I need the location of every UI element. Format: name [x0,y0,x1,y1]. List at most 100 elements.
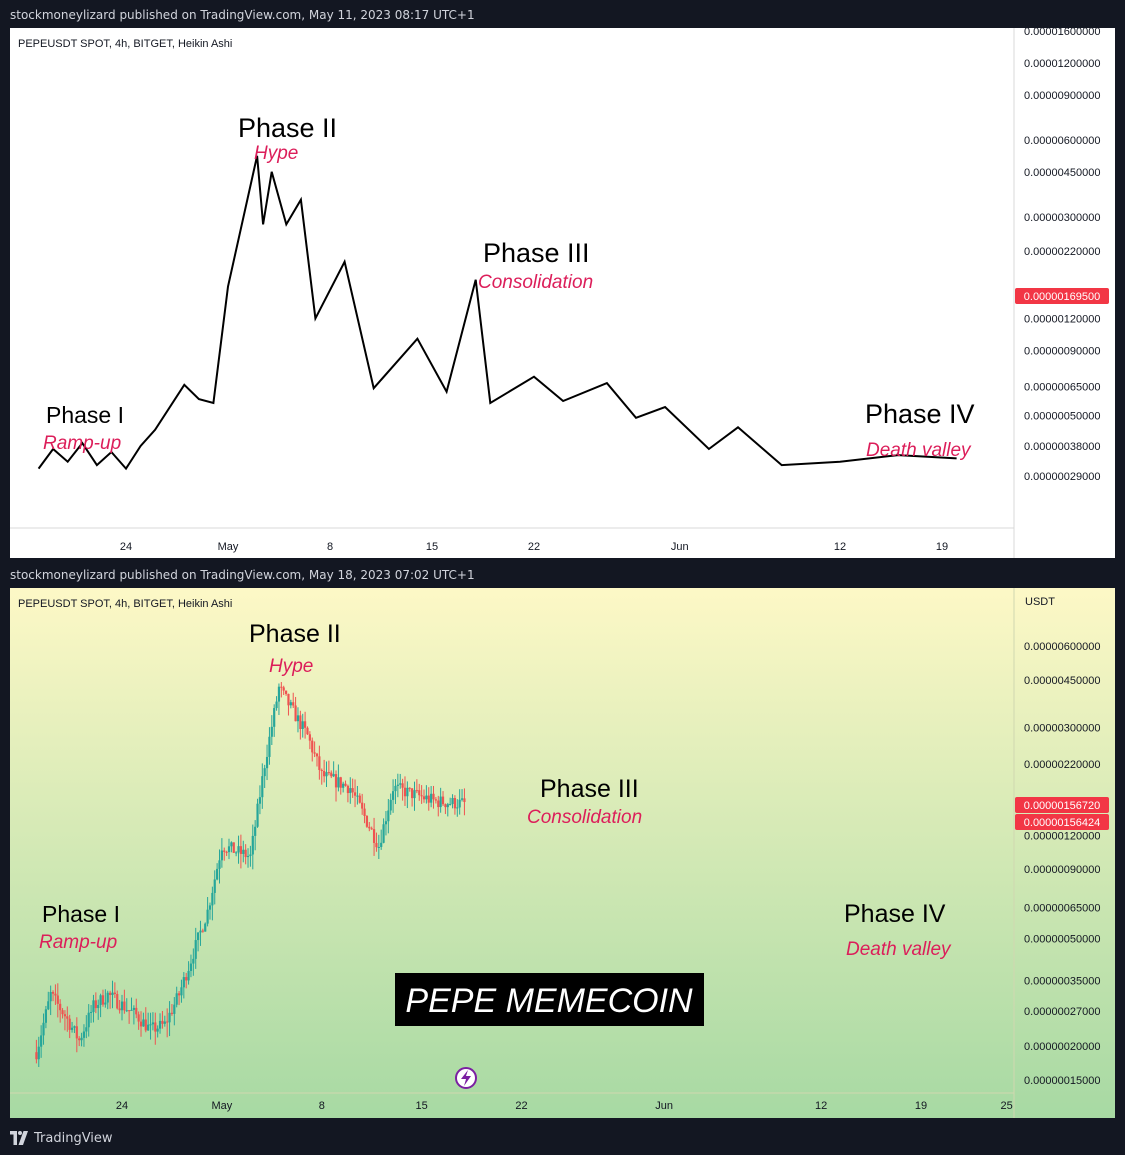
chart-panel-bottom: PEPEUSDT SPOT, 4h, BITGET, Heikin Ashi U… [10,588,1115,1118]
candle-body [196,932,200,941]
candle-body [363,808,366,816]
candle-body [372,829,376,843]
candle-body [339,777,342,788]
chart-top[interactable]: PEPEUSDT SPOT, 4h, BITGET, Heikin Ashi 0… [10,28,1115,558]
candle-body [358,795,361,803]
candle-body [213,879,216,893]
phase2-title: Phase II [249,620,341,648]
phase1-subtitle: Ramp-up [39,932,117,953]
candle-body [346,785,350,794]
candle-body [299,715,302,729]
candle-body [242,849,245,854]
candle-body [351,788,354,793]
candle-body [273,708,276,727]
candle-body [73,1026,76,1028]
plot-background [10,28,1115,558]
candle-body [277,686,281,702]
candle-body [375,842,378,848]
current-price-2: 0.00000156424 [1024,817,1100,829]
y-tick-label: 0.00000300000 [1024,723,1100,735]
phase2-subtitle: Hype [254,143,298,164]
candle-body [89,1011,93,1013]
phase4-title: Phase IV [865,399,975,429]
y-tick-label: 0.00000120000 [1024,313,1100,325]
candle-body [106,992,109,1003]
x-tick-label: 15 [426,541,438,553]
candle-body [85,1027,88,1032]
candles [35,682,466,1068]
candle-body [337,777,340,788]
chart-bottom[interactable]: PEPEUSDT SPOT, 4h, BITGET, Heikin Ashi U… [10,588,1115,1118]
y-tick-label: 0.00000600000 [1024,135,1100,147]
x-tick-label: 24 [120,541,132,553]
symbol-label: PEPEUSDT SPOT, 4h, BITGET, Heikin Ashi [18,38,232,50]
phase3-subtitle: Consolidation [478,272,593,293]
candle-body [327,772,330,774]
candle-body [439,796,442,808]
candle-body [109,992,112,996]
symbol-label: PEPEUSDT SPOT, 4h, BITGET, Heikin Ashi [18,598,232,610]
y-tick-label: 0.00000027000 [1024,1006,1100,1018]
candle-body [142,1019,145,1027]
candle-body [453,798,457,809]
candle-body [325,772,328,777]
candle-body [235,852,238,854]
candle-body [444,804,447,808]
candle-body [158,1020,162,1029]
y-tick-label: 0.00000220000 [1024,246,1100,258]
y-tick-label: 0.00000090000 [1024,864,1100,876]
candle-body [334,774,338,788]
candle-body [135,1007,138,1015]
candle-body [422,796,426,800]
candle-body [292,702,295,706]
candle-body [35,1052,38,1060]
candle-body [192,958,195,964]
candle-body [49,991,52,1002]
candle-body [37,1046,40,1060]
y-tick-label: 0.00000300000 [1024,212,1100,224]
candle-body [323,770,326,777]
candle-body [408,787,411,789]
phase3-title: Phase III [540,775,639,803]
candle-body [284,690,288,694]
y-tick-label: 0.00000900000 [1024,90,1100,102]
candle-body [70,1027,74,1030]
candle-body [87,1012,90,1028]
price-label-badge-2: 0.00000156424 [1015,814,1109,830]
candle-body [239,846,242,854]
phase4-title: Phase IV [844,900,946,928]
candle-body [99,995,102,1005]
candle-body [384,821,388,825]
phase3-subtitle: Consolidation [527,807,642,828]
candle-body [289,702,292,706]
candle-body [223,850,226,852]
candle-body [308,734,311,741]
y-tick-label: 0.00000035000 [1024,975,1100,987]
candle-body [123,1001,126,1011]
candle-body [406,787,409,797]
x-tick-label: 8 [319,1100,325,1112]
candle-body [315,753,319,757]
published-header-top: stockmoneylizard published on TradingVie… [10,8,475,22]
x-tick-label: Jun [655,1100,673,1112]
candle-body [387,810,390,822]
candle-body [137,1014,140,1022]
candle-body [170,1012,174,1014]
plot-background [10,588,1115,1118]
y-tick-label: 0.00000220000 [1024,759,1100,771]
y-tick-label: 0.00001200000 [1024,58,1100,70]
lightning-icon[interactable] [455,1067,477,1089]
candle-body [92,1000,95,1012]
phase1-subtitle: Ramp-up [43,433,121,454]
x-tick-label: 15 [416,1100,428,1112]
candle-body [382,824,385,843]
candle-body [237,846,240,853]
footer: TradingView [10,1127,113,1149]
x-tick-label: 25 [1000,1100,1012,1112]
candle-body [365,815,369,827]
candle-body [270,726,273,737]
x-tick-label: 24 [116,1100,128,1112]
x-tick-label: 19 [915,1100,927,1112]
candle-body [82,1031,86,1038]
y-tick-label: 0.00000600000 [1024,641,1100,653]
